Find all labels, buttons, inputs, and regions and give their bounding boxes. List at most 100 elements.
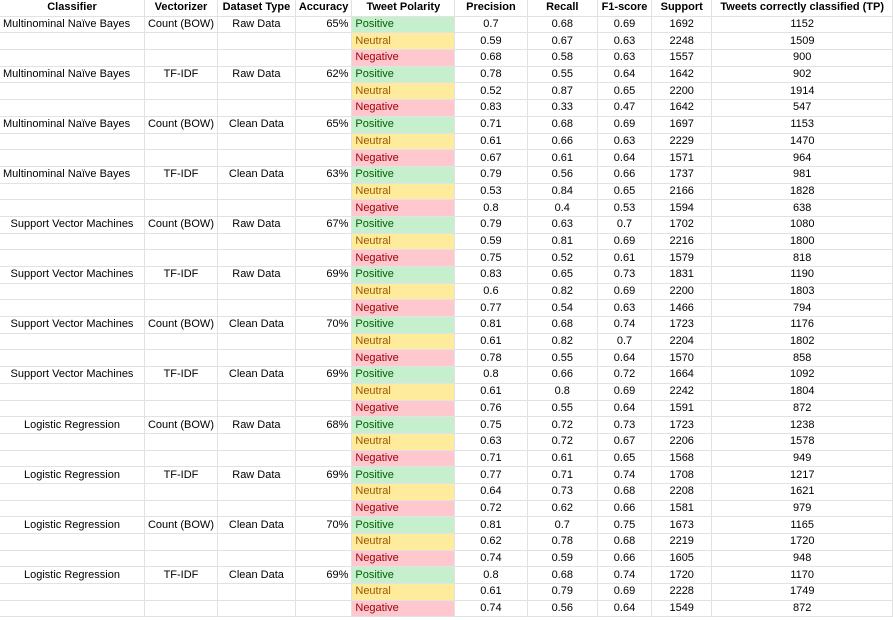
vectorizer-cell[interactable]: TF-IDF xyxy=(144,266,218,284)
classifier-cell[interactable]: Support Vector Machines xyxy=(0,316,145,334)
support-cell[interactable]: 2206 xyxy=(651,433,713,451)
tp-cell[interactable]: 1170 xyxy=(711,566,893,585)
f1-score-cell[interactable]: 0.74 xyxy=(597,466,652,484)
dataset-type-cell[interactable] xyxy=(217,82,296,101)
vectorizer-cell[interactable] xyxy=(144,349,218,368)
recall-cell[interactable]: 0.59 xyxy=(527,550,599,568)
support-cell[interactable]: 1579 xyxy=(651,249,713,267)
f1-score-cell[interactable]: 0.66 xyxy=(597,166,652,184)
precision-cell[interactable]: 0.63 xyxy=(454,433,528,451)
support-cell[interactable]: 1594 xyxy=(651,199,713,217)
precision-cell[interactable]: 0.61 xyxy=(454,333,528,351)
dataset-type-cell[interactable]: Raw Data xyxy=(217,66,296,84)
vectorizer-cell[interactable] xyxy=(144,533,218,551)
tweet-polarity-cell[interactable]: Positive xyxy=(351,416,456,434)
support-cell[interactable]: 1642 xyxy=(651,66,713,84)
tweet-polarity-cell[interactable]: Positive xyxy=(351,366,456,384)
vectorizer-cell[interactable]: TF-IDF xyxy=(144,566,218,585)
vectorizer-cell[interactable]: TF-IDF xyxy=(144,466,218,484)
vectorizer-cell[interactable] xyxy=(144,450,218,468)
classifier-cell[interactable] xyxy=(0,550,145,568)
precision-cell[interactable]: 0.62 xyxy=(454,533,528,551)
tweet-polarity-cell[interactable]: Negative xyxy=(351,400,456,418)
support-cell[interactable]: 1692 xyxy=(651,16,713,34)
support-cell[interactable]: 1570 xyxy=(651,349,713,368)
header-tweet-polarity[interactable]: Tweet Polarity xyxy=(351,0,456,17)
f1-score-cell[interactable]: 0.63 xyxy=(597,32,652,51)
f1-score-cell[interactable]: 0.69 xyxy=(597,116,652,134)
f1-score-cell[interactable]: 0.72 xyxy=(597,366,652,384)
classifier-cell[interactable] xyxy=(0,400,145,418)
f1-score-cell[interactable]: 0.64 xyxy=(597,400,652,418)
f1-score-cell[interactable]: 0.7 xyxy=(597,333,652,351)
accuracy-cell[interactable] xyxy=(295,383,353,401)
header-vectorizer[interactable]: Vectorizer xyxy=(144,0,218,17)
precision-cell[interactable]: 0.75 xyxy=(454,249,528,267)
support-cell[interactable]: 1673 xyxy=(651,516,713,534)
support-cell[interactable]: 1737 xyxy=(651,166,713,184)
precision-cell[interactable]: 0.83 xyxy=(454,266,528,284)
vectorizer-cell[interactable] xyxy=(144,299,218,318)
accuracy-cell[interactable] xyxy=(295,149,353,167)
classifier-cell[interactable] xyxy=(0,299,145,318)
recall-cell[interactable]: 0.82 xyxy=(527,333,599,351)
accuracy-cell[interactable]: 70% xyxy=(295,516,353,534)
accuracy-cell[interactable] xyxy=(295,600,353,618)
accuracy-cell[interactable]: 62% xyxy=(295,66,353,84)
f1-score-cell[interactable]: 0.53 xyxy=(597,199,652,217)
accuracy-cell[interactable]: 69% xyxy=(295,366,353,384)
dataset-type-cell[interactable] xyxy=(217,32,296,51)
tweet-polarity-cell[interactable]: Negative xyxy=(351,249,456,267)
f1-score-cell[interactable]: 0.69 xyxy=(597,383,652,401)
dataset-type-cell[interactable] xyxy=(217,133,296,151)
dataset-type-cell[interactable] xyxy=(217,500,296,518)
dataset-type-cell[interactable] xyxy=(217,149,296,167)
support-cell[interactable]: 2248 xyxy=(651,32,713,51)
recall-cell[interactable]: 0.54 xyxy=(527,299,599,318)
vectorizer-cell[interactable]: Count (BOW) xyxy=(144,516,218,534)
f1-score-cell[interactable]: 0.63 xyxy=(597,299,652,318)
tp-cell[interactable]: 1217 xyxy=(711,466,893,484)
classifier-cell[interactable] xyxy=(0,483,145,501)
f1-score-cell[interactable]: 0.69 xyxy=(597,16,652,34)
vectorizer-cell[interactable] xyxy=(144,99,218,117)
tp-cell[interactable]: 872 xyxy=(711,600,893,618)
tp-cell[interactable]: 1176 xyxy=(711,316,893,334)
dataset-type-cell[interactable] xyxy=(217,400,296,418)
accuracy-cell[interactable] xyxy=(295,183,353,201)
recall-cell[interactable]: 0.56 xyxy=(527,600,599,618)
tp-cell[interactable]: 1578 xyxy=(711,433,893,451)
vectorizer-cell[interactable]: Count (BOW) xyxy=(144,316,218,334)
dataset-type-cell[interactable]: Clean Data xyxy=(217,316,296,334)
dataset-type-cell[interactable]: Raw Data xyxy=(217,416,296,434)
precision-cell[interactable]: 0.72 xyxy=(454,500,528,518)
precision-cell[interactable]: 0.59 xyxy=(454,32,528,51)
accuracy-cell[interactable]: 69% xyxy=(295,466,353,484)
support-cell[interactable]: 2200 xyxy=(651,283,713,301)
tweet-polarity-cell[interactable]: Neutral xyxy=(351,183,456,201)
accuracy-cell[interactable] xyxy=(295,49,353,67)
tweet-polarity-cell[interactable]: Positive xyxy=(351,566,456,585)
vectorizer-cell[interactable] xyxy=(144,583,218,601)
support-cell[interactable]: 1591 xyxy=(651,400,713,418)
classifier-cell[interactable] xyxy=(0,283,145,301)
vectorizer-cell[interactable] xyxy=(144,500,218,518)
recall-cell[interactable]: 0.55 xyxy=(527,66,599,84)
vectorizer-cell[interactable] xyxy=(144,400,218,418)
classifier-cell[interactable] xyxy=(0,133,145,151)
accuracy-cell[interactable] xyxy=(295,433,353,451)
accuracy-cell[interactable]: 68% xyxy=(295,416,353,434)
precision-cell[interactable]: 0.79 xyxy=(454,215,528,234)
f1-score-cell[interactable]: 0.7 xyxy=(597,215,652,234)
recall-cell[interactable]: 0.58 xyxy=(527,49,599,67)
dataset-type-cell[interactable] xyxy=(217,183,296,201)
vectorizer-cell[interactable] xyxy=(144,133,218,151)
tweet-polarity-cell[interactable]: Positive xyxy=(351,215,456,234)
tp-cell[interactable]: 1914 xyxy=(711,82,893,101)
vectorizer-cell[interactable] xyxy=(144,483,218,501)
accuracy-cell[interactable]: 65% xyxy=(295,16,353,34)
recall-cell[interactable]: 0.56 xyxy=(527,166,599,184)
support-cell[interactable]: 1571 xyxy=(651,149,713,167)
recall-cell[interactable]: 0.66 xyxy=(527,133,599,151)
tp-cell[interactable]: 1720 xyxy=(711,533,893,551)
